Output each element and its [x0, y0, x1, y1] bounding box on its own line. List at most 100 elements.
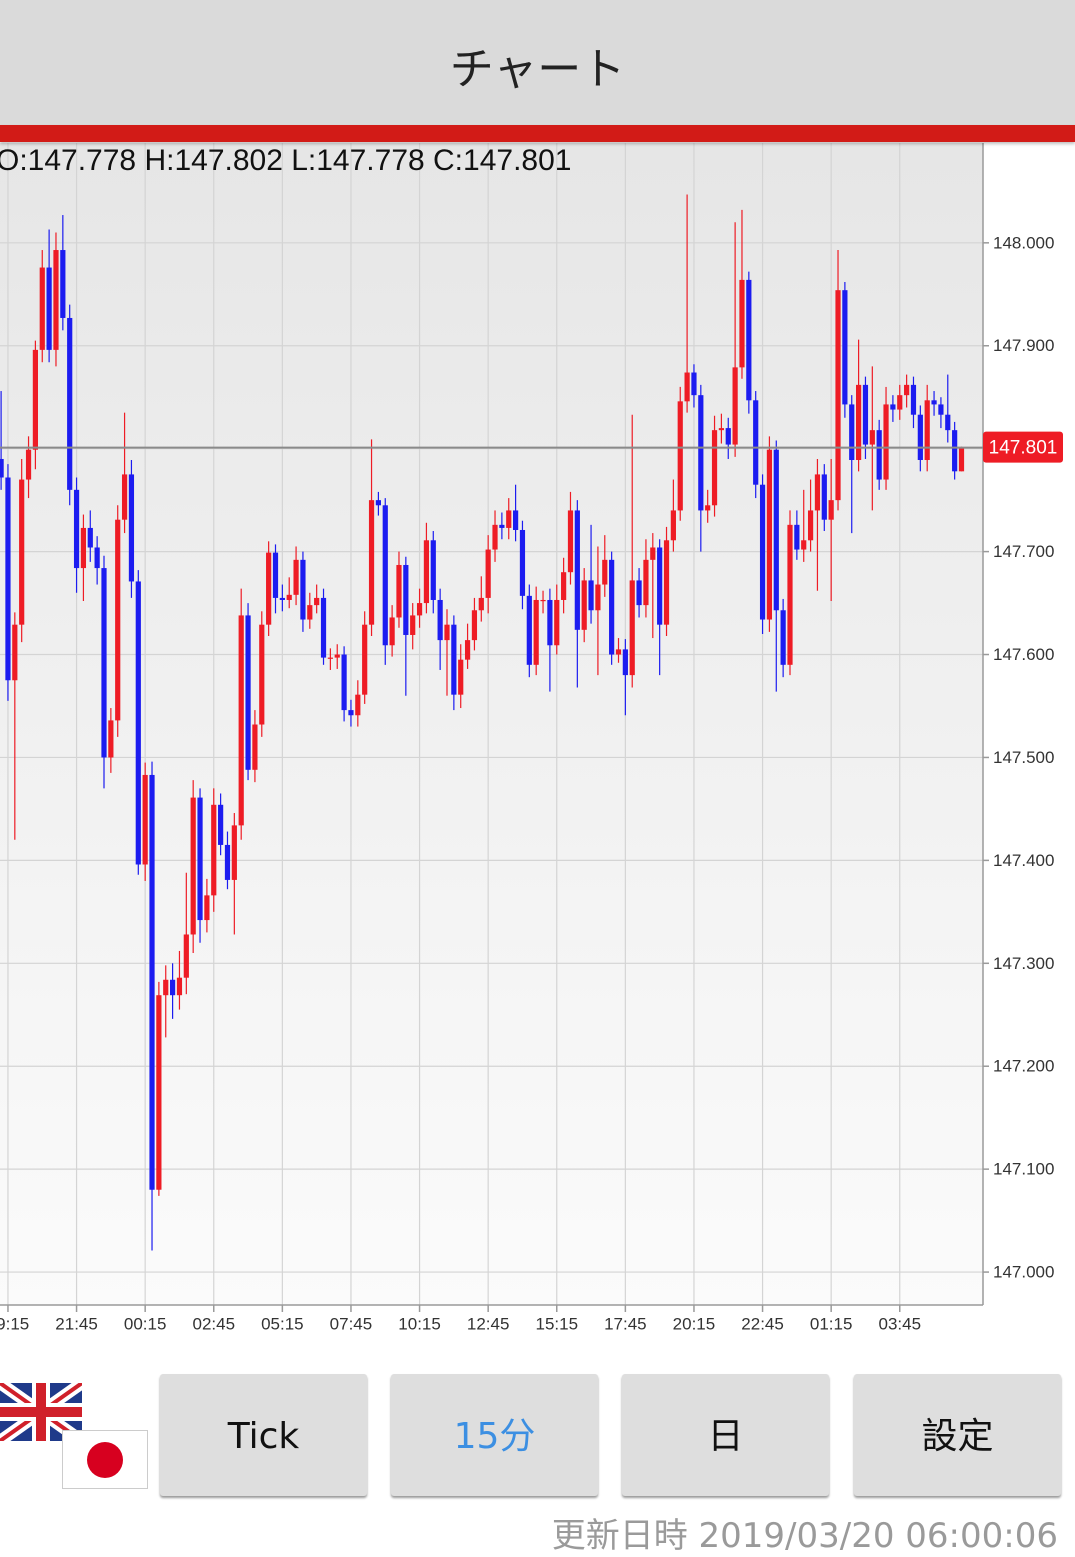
candle-body: [423, 540, 430, 604]
candle-body: [890, 404, 896, 410]
candle-body: [588, 580, 594, 611]
candle-body: [156, 995, 162, 1190]
candle-body: [876, 430, 882, 480]
x-tick-label: 03:45: [878, 1314, 921, 1333]
candle-body: [32, 349, 38, 450]
x-tick-label: 05:15: [261, 1314, 304, 1333]
candle-body: [327, 657, 333, 659]
candle-body: [499, 524, 505, 528]
candle-body: [561, 572, 567, 600]
candle-body: [698, 395, 704, 511]
candle-body: [938, 404, 944, 415]
candle-body: [348, 710, 354, 716]
candle-body: [39, 267, 45, 350]
y-tick-label: 147.200: [993, 1057, 1054, 1076]
tick-button[interactable]: Tick: [160, 1374, 367, 1496]
candle-body: [464, 640, 471, 660]
day-button[interactable]: 日: [622, 1374, 829, 1496]
header-title: チャート: [0, 0, 1075, 125]
settings-button[interactable]: 設定: [854, 1374, 1061, 1496]
candle-body: [952, 430, 958, 472]
candle-body: [300, 559, 306, 620]
candle-body: [170, 979, 176, 996]
candle-body: [821, 474, 827, 520]
candle-body: [917, 414, 923, 461]
candle-body: [238, 615, 244, 826]
candle-body: [355, 694, 361, 716]
candle-body: [101, 568, 107, 758]
candle-body: [190, 797, 196, 935]
updated-time: 更新日時 2019/03/20 06:00:06: [551, 1516, 1058, 1556]
grid: [0, 143, 983, 1305]
candle-body: [794, 524, 800, 550]
candle-body: [416, 603, 423, 616]
15min-button[interactable]: 15分: [391, 1374, 598, 1496]
candle-body: [5, 477, 11, 681]
candle-body: [787, 524, 793, 665]
y-tick-label: 147.400: [993, 851, 1054, 870]
candle-body: [252, 724, 258, 770]
candle-body: [650, 547, 656, 560]
candle-body: [691, 372, 697, 396]
candle-body: [849, 404, 855, 461]
candle-body: [547, 599, 553, 646]
candle-body: [80, 527, 87, 569]
candle-body: [554, 599, 560, 646]
candle-body: [574, 510, 580, 630]
candle-body: [663, 540, 670, 625]
candle-body: [67, 317, 73, 490]
candle-body: [25, 449, 32, 480]
candle-body: [224, 844, 231, 880]
candle-body: [121, 474, 128, 520]
candle-body: [780, 610, 786, 665]
candle-body: [684, 372, 690, 402]
x-tick-label: 20:15: [673, 1314, 716, 1333]
x-tick-label: 01:15: [810, 1314, 853, 1333]
candle-body: [773, 449, 779, 611]
candle-body: [602, 559, 608, 585]
y-tick-label: 147.100: [993, 1160, 1054, 1179]
jp-flag[interactable]: [62, 1430, 148, 1489]
candle-body: [636, 580, 642, 606]
candle-body: [478, 597, 484, 611]
candle-body: [506, 510, 512, 528]
candle-body: [746, 279, 752, 401]
candle-body: [396, 564, 402, 618]
candle-body: [46, 267, 52, 350]
x-tick-label: 17:45: [604, 1314, 647, 1333]
candle-body: [341, 654, 347, 711]
candle-body: [595, 584, 601, 611]
candle-body: [814, 474, 821, 511]
candle-body: [149, 774, 155, 1190]
candle-body: [835, 290, 841, 501]
candle-body: [60, 250, 66, 318]
candle-body: [293, 559, 299, 595]
candle-body: [657, 547, 663, 625]
candle-body: [883, 404, 889, 480]
y-tick-label: 147.500: [993, 748, 1054, 767]
candle-body: [622, 649, 628, 676]
candle-body: [931, 400, 937, 405]
candle-body: [924, 400, 930, 461]
candle-body: [362, 624, 368, 695]
x-tick-label: 19:15: [0, 1314, 29, 1333]
candle-body: [705, 505, 711, 511]
x-tick-label: 07:45: [330, 1314, 373, 1333]
candle-body: [711, 430, 718, 506]
candle-body: [204, 895, 210, 921]
candle-body: [197, 797, 203, 921]
x-tick-label: 10:15: [398, 1314, 441, 1333]
candle-body: [615, 649, 622, 655]
candle-body: [458, 659, 464, 695]
candle-body: [314, 597, 320, 606]
candle-body: [471, 610, 478, 641]
candle-body: [766, 449, 773, 620]
candle-body: [732, 367, 738, 445]
y-tick-label: 148.000: [993, 233, 1054, 252]
ohlc-text: O:147.778 H:147.802 L:147.778 C:147.801: [0, 144, 571, 177]
y-tick-label: 147.700: [993, 542, 1054, 561]
candle-body: [725, 428, 731, 445]
candle-body: [231, 825, 237, 880]
